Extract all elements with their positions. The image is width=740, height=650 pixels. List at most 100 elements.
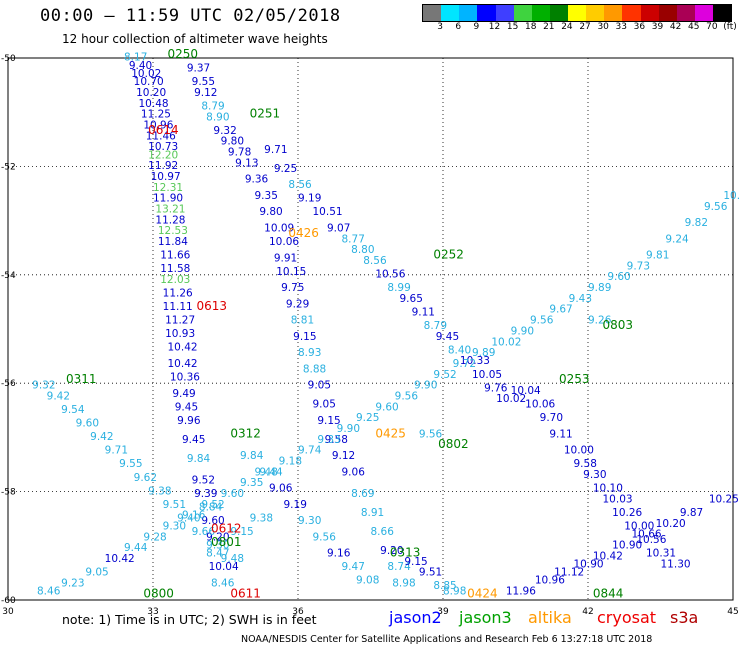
swh-value: 9.84 bbox=[240, 450, 264, 462]
swh-value: 10.42 bbox=[168, 342, 198, 354]
swh-value: 9.55 bbox=[192, 76, 215, 88]
swh-value: 9.90 bbox=[414, 380, 437, 392]
swh-value: 9.58 bbox=[574, 458, 597, 470]
map-frame bbox=[7, 57, 734, 601]
swh-value: 9.13 bbox=[235, 157, 258, 169]
colorbar-label: (ft) bbox=[723, 22, 737, 32]
swh-value: 8.98 bbox=[443, 586, 466, 598]
swh-value: 9.06 bbox=[269, 483, 293, 495]
swh-value: 11.30 bbox=[661, 558, 691, 570]
swh-value: 10.00 bbox=[723, 190, 740, 202]
swh-value: 10.42 bbox=[593, 550, 623, 562]
colorbar-swatch bbox=[495, 5, 514, 21]
swh-value: 8.99 bbox=[387, 282, 410, 294]
swh-value: 9.32 bbox=[213, 125, 236, 137]
swh-value: 9.70 bbox=[540, 412, 563, 424]
swh-value: 10.00 bbox=[564, 445, 594, 457]
swh-value: 9.35 bbox=[255, 190, 278, 202]
swh-value: 9.43 bbox=[569, 293, 592, 305]
swh-value: 9.39 bbox=[194, 488, 217, 500]
legend-altika: altika bbox=[528, 608, 572, 627]
page-subtitle: 12 hour collection of altimeter wave hei… bbox=[62, 32, 328, 46]
swh-value: 9.40 bbox=[177, 512, 200, 524]
swh-value: 10.31 bbox=[646, 548, 676, 560]
swh-value: 9.42 bbox=[47, 390, 70, 402]
colorbar-label: 18 bbox=[524, 22, 537, 32]
track-time-label: 0801 bbox=[211, 535, 242, 549]
swh-value: 9.25 bbox=[274, 163, 297, 175]
swh-value: 9.74 bbox=[298, 445, 322, 457]
swh-value: 10.06 bbox=[269, 236, 299, 248]
colorbar-swatch bbox=[549, 5, 568, 21]
swh-value: 9.78 bbox=[228, 147, 251, 159]
track-time-label: 0250 bbox=[168, 47, 199, 61]
swh-value: 9.19 bbox=[284, 499, 307, 511]
swh-value: 9.45 bbox=[182, 434, 205, 446]
colorbar-swatch bbox=[568, 5, 587, 21]
swh-value: 8.85 bbox=[433, 580, 456, 592]
colorbar-swatch bbox=[676, 5, 695, 21]
swh-value: 9.90 bbox=[337, 423, 360, 435]
swh-value: 9.49 bbox=[172, 388, 195, 400]
colorbar-label: 27 bbox=[579, 22, 591, 32]
swh-value: 9.12 bbox=[332, 450, 355, 462]
swh-value: 8.74 bbox=[387, 561, 411, 573]
swh-value: 13.21 bbox=[155, 203, 185, 215]
swh-value: 10.00 bbox=[624, 521, 654, 533]
swh-value: 9.56 bbox=[419, 428, 443, 440]
swh-value: 8.46 bbox=[211, 577, 235, 589]
swh-value: 8.90 bbox=[206, 111, 229, 123]
swh-value: 9.16 bbox=[182, 510, 206, 522]
swh-value: 9.65 bbox=[400, 293, 423, 305]
swh-value: 8.93 bbox=[298, 347, 321, 359]
swh-value: 8.40 bbox=[448, 344, 471, 356]
swh-value: 8.84 bbox=[199, 502, 223, 514]
swh-value: 8.81 bbox=[291, 315, 314, 327]
swh-value: 9.38 bbox=[250, 512, 273, 524]
swh-value: 9.82 bbox=[685, 217, 708, 229]
swh-value: 10.90 bbox=[612, 540, 642, 552]
swh-value: 9.48 bbox=[221, 553, 244, 565]
y-tick-label: -56 bbox=[1, 379, 16, 389]
colorbar-swatch bbox=[713, 5, 732, 21]
colorbar-label: 3 bbox=[437, 22, 443, 32]
swh-value: 9.44 bbox=[124, 542, 148, 554]
swh-value: 9.32 bbox=[32, 380, 55, 392]
track-time-label: 0802 bbox=[438, 437, 469, 451]
track-time-label: 0424 bbox=[467, 586, 498, 600]
swh-value: 9.60 bbox=[201, 515, 224, 527]
x-tick-label: 33 bbox=[147, 607, 158, 617]
colorbar-label: 42 bbox=[669, 22, 682, 32]
swh-value: 9.56 bbox=[313, 531, 337, 543]
colorbar-label: 70 bbox=[706, 22, 718, 32]
colorbar-swatch bbox=[477, 5, 496, 21]
swh-value: 9.20 bbox=[380, 545, 403, 557]
swh-value: 10.42 bbox=[168, 358, 198, 370]
swh-value: 10.51 bbox=[313, 206, 343, 218]
swh-value: 8.69 bbox=[351, 488, 374, 500]
swh-value: 10.06 bbox=[525, 399, 555, 411]
swh-value: 11.28 bbox=[155, 214, 185, 226]
swh-value: 10.56 bbox=[375, 269, 405, 281]
colorbar-swatch bbox=[604, 5, 623, 21]
swh-value: 12.53 bbox=[158, 225, 188, 237]
y-tick-label: -58 bbox=[1, 488, 16, 498]
swh-value: 9.30 bbox=[298, 515, 321, 527]
y-tick-label: -60 bbox=[1, 596, 16, 606]
colorbar-label: 21 bbox=[543, 22, 555, 32]
swh-value: 12.03 bbox=[160, 274, 190, 286]
colorbar-swatch bbox=[423, 5, 442, 21]
swh-value: 11.26 bbox=[163, 287, 193, 299]
swh-value: 9.08 bbox=[356, 575, 379, 587]
swh-value: 8.98 bbox=[392, 577, 415, 589]
swh-value: 9.37 bbox=[187, 63, 210, 75]
x-tick-label: 45 bbox=[727, 607, 738, 617]
track-time-label: 0426 bbox=[288, 226, 319, 240]
swh-value: 12.20 bbox=[148, 149, 178, 161]
swh-value: 10.09 bbox=[264, 222, 294, 234]
swh-value: 9.84 bbox=[187, 453, 211, 465]
swh-value: 9.23 bbox=[61, 577, 84, 589]
colorbar-label: 33 bbox=[615, 22, 628, 32]
swh-value: 9.66 bbox=[192, 526, 216, 538]
